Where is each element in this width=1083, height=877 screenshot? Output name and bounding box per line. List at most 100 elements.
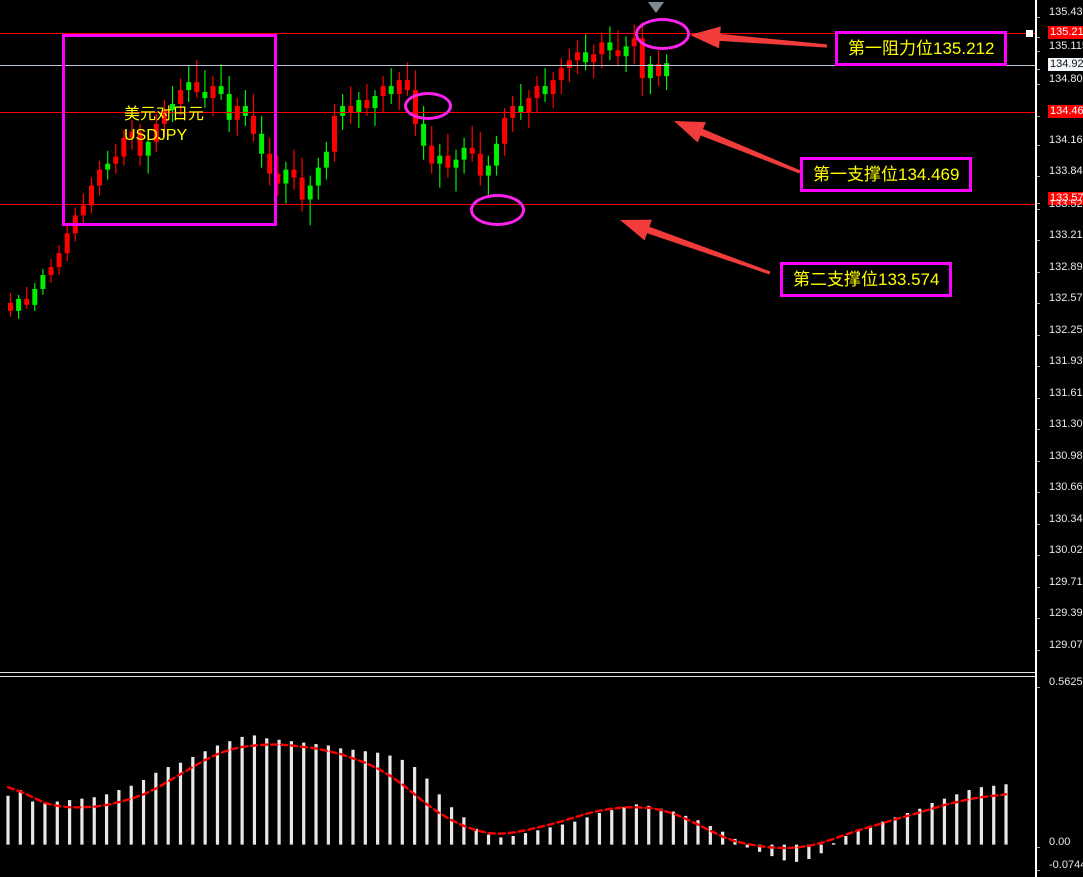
candle-body bbox=[299, 177, 305, 200]
candle-body bbox=[607, 42, 613, 51]
price-tick-label: 130.980 bbox=[1049, 450, 1083, 462]
price-tick-label: 129.390 bbox=[1049, 607, 1083, 619]
macd-histogram-bar bbox=[523, 833, 528, 845]
macd-histogram-bar bbox=[905, 813, 910, 845]
candle-body bbox=[64, 233, 70, 254]
macd-histogram-bar bbox=[203, 751, 207, 845]
macd-histogram-bar bbox=[265, 738, 269, 845]
tick-dash bbox=[1037, 650, 1040, 651]
macd-histogram-bar bbox=[979, 787, 983, 845]
candle-body bbox=[494, 143, 499, 166]
highlight-ellipse-lower bbox=[470, 194, 525, 226]
macd-histogram-bar bbox=[486, 834, 491, 845]
price-tick-label: 135.435 bbox=[1049, 6, 1083, 18]
macd-histogram-bar bbox=[548, 827, 552, 845]
arrow-to-support-2 bbox=[620, 219, 771, 275]
macd-histogram-bar bbox=[104, 794, 109, 845]
price-tick-label: 135.212 bbox=[1048, 26, 1083, 39]
macd-histogram-bar bbox=[647, 805, 651, 845]
macd-histogram-bar bbox=[474, 828, 478, 845]
candle-body bbox=[664, 63, 670, 77]
candle-body bbox=[242, 105, 248, 116]
price-tick-label: 131.300 bbox=[1049, 418, 1083, 430]
macd-histogram-bar bbox=[289, 741, 293, 845]
highlight-ellipse-middle bbox=[404, 92, 452, 120]
macd-histogram-bar bbox=[252, 735, 257, 845]
candle-body bbox=[97, 169, 103, 186]
macd-histogram-bar bbox=[659, 808, 663, 845]
macd-histogram-bar bbox=[80, 798, 84, 845]
macd-histogram-bar bbox=[782, 844, 786, 861]
candle-body bbox=[226, 94, 232, 120]
candle-body bbox=[356, 100, 362, 112]
tick-dash bbox=[1037, 461, 1040, 462]
candle-body bbox=[429, 145, 435, 164]
candle-body bbox=[218, 86, 224, 95]
pane-divider-bottom bbox=[0, 676, 1083, 677]
candle-body bbox=[566, 60, 572, 69]
macd-histogram-bar bbox=[178, 762, 183, 845]
candle-body bbox=[461, 147, 467, 160]
price-tick-label: 133.525 bbox=[1049, 198, 1083, 210]
price-tick-label: 133.210 bbox=[1049, 229, 1083, 241]
macd-histogram-bar bbox=[671, 811, 675, 845]
macd-histogram-bar bbox=[918, 808, 922, 845]
tick-dash bbox=[1037, 272, 1040, 273]
candle-body bbox=[178, 90, 184, 104]
macd-histogram-bar bbox=[831, 843, 836, 845]
macd-histogram-bar bbox=[191, 756, 195, 845]
candle-body bbox=[615, 50, 621, 57]
price-tick-label: 0.5625 bbox=[1049, 676, 1083, 688]
tick-dash bbox=[1037, 51, 1040, 52]
candle-body bbox=[647, 64, 653, 79]
price-tick-label: 134.800 bbox=[1049, 73, 1083, 85]
tick-dash bbox=[1037, 69, 1040, 70]
candle-body bbox=[291, 169, 297, 178]
macd-histogram-bar bbox=[893, 817, 897, 845]
candle-body bbox=[267, 153, 273, 174]
macd-histogram-bar bbox=[92, 797, 96, 845]
price-tick-label: 132.890 bbox=[1049, 261, 1083, 273]
macd-histogram-bar bbox=[228, 741, 232, 845]
price-axis[interactable]: 135.435 135.212135.115 134.928 134.800 134.4… bbox=[1035, 0, 1083, 877]
candle-body bbox=[283, 169, 289, 184]
tick-dash bbox=[1037, 618, 1040, 619]
macd-histogram-bar bbox=[437, 794, 441, 845]
macd-histogram-bar bbox=[856, 830, 860, 845]
macd-histogram-bar bbox=[634, 804, 638, 845]
tick-dash bbox=[1037, 870, 1040, 871]
macd-histogram-bar bbox=[992, 785, 996, 845]
candle-body bbox=[437, 155, 443, 164]
candle-body bbox=[364, 100, 370, 108]
candle-body bbox=[510, 105, 516, 118]
tick-dash bbox=[1037, 429, 1040, 430]
candle-body bbox=[445, 155, 451, 168]
macd-histogram-bar bbox=[240, 736, 244, 845]
macd-histogram-bar bbox=[770, 844, 774, 857]
macd-histogram-bar bbox=[339, 748, 343, 845]
price-tick-label: 130.345 bbox=[1049, 513, 1083, 525]
candle-body bbox=[16, 298, 22, 311]
annotation-support-1: 第一支撑位134.469 bbox=[800, 157, 973, 192]
macd-histogram-bar bbox=[708, 825, 712, 845]
macd-histogram-bar bbox=[930, 802, 934, 845]
macd-panel[interactable] bbox=[0, 677, 1035, 877]
macd-histogram-bar bbox=[376, 752, 380, 845]
candle-body bbox=[656, 64, 661, 77]
candle-body bbox=[631, 38, 637, 47]
macd-series bbox=[6, 735, 1008, 862]
support-1-line bbox=[0, 112, 1035, 113]
macd-histogram-bar bbox=[794, 844, 799, 862]
tick-dash bbox=[1037, 203, 1040, 204]
macd-histogram-bar bbox=[68, 800, 72, 845]
candle-body bbox=[153, 123, 159, 142]
price-tick-label: 129.070 bbox=[1049, 639, 1083, 651]
macd-histogram-bar bbox=[758, 844, 762, 852]
candle-body bbox=[542, 86, 548, 95]
macd-histogram-bar bbox=[967, 790, 971, 845]
macd-histogram-bar bbox=[881, 821, 885, 845]
price-chart-panel[interactable]: 美元对日元 USDJPY bbox=[0, 0, 1035, 877]
candle-body bbox=[591, 54, 597, 63]
cursor-marker-icon bbox=[648, 2, 664, 13]
macd-histogram-bar bbox=[31, 801, 35, 845]
